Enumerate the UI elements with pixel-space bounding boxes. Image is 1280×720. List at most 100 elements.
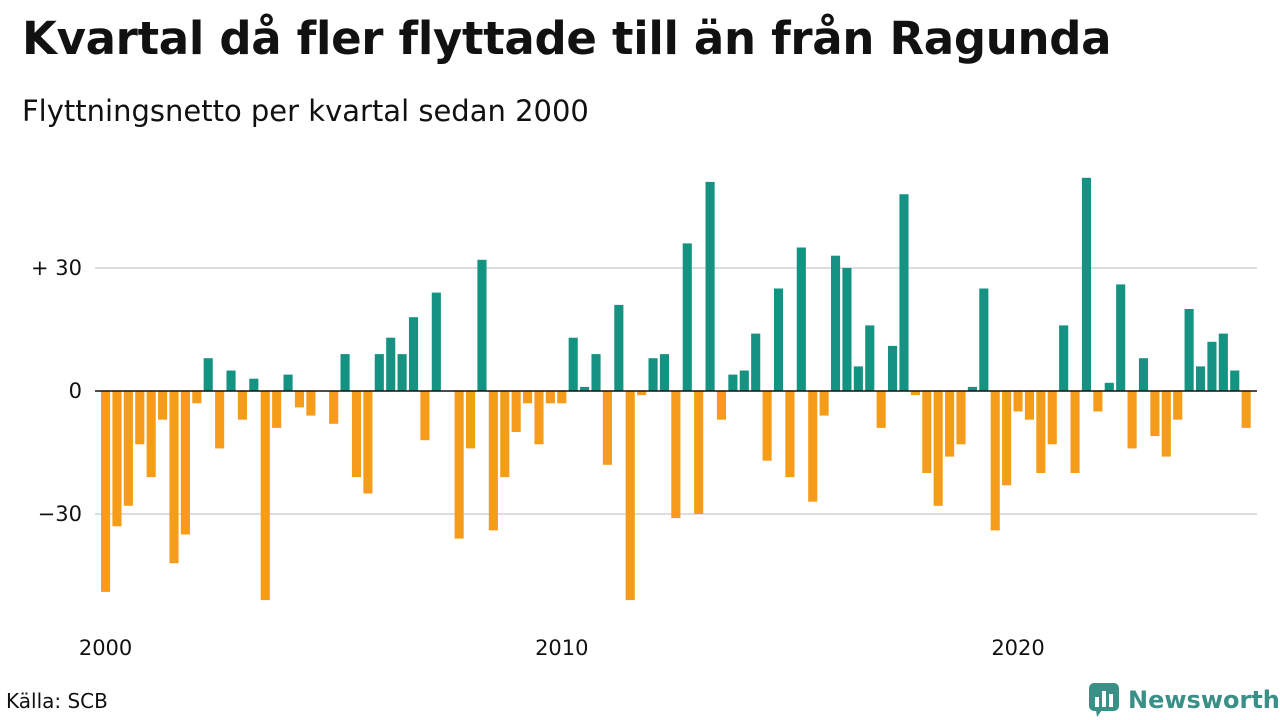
bar [260, 391, 270, 601]
chart-subtitle: Flyttningsnetto per kvartal sedan 2000 [22, 94, 589, 128]
bar [865, 325, 875, 391]
bar [1150, 391, 1160, 437]
bar [477, 259, 487, 391]
bar [226, 370, 236, 391]
bar [990, 391, 1000, 531]
bar [192, 391, 202, 404]
bar [682, 243, 692, 391]
bar [568, 337, 578, 391]
y-tick-label: 0 [69, 379, 82, 403]
bar [363, 391, 373, 494]
bar [374, 354, 384, 391]
x-tick-label: 2010 [535, 636, 588, 660]
bar-chart: + 30 0 −30 2000 2010 2020 [31, 177, 1257, 660]
bar [1070, 391, 1080, 473]
bar [967, 386, 977, 391]
chart-title: Kvartal då fler flyttade till än från Ra… [22, 12, 1112, 65]
brand-name: Newsworthy [1128, 686, 1280, 714]
bar [294, 391, 305, 408]
y-tick-label: + 30 [31, 256, 82, 280]
bar [945, 391, 955, 457]
bar [739, 370, 749, 391]
bar [922, 391, 932, 473]
bar [876, 391, 886, 428]
bars [101, 177, 1251, 601]
bar [1207, 341, 1217, 391]
bar [1241, 391, 1251, 428]
bar [1047, 391, 1057, 445]
bar [511, 391, 521, 432]
bar [956, 391, 966, 445]
bar [340, 354, 350, 391]
bar [637, 391, 647, 396]
bar [557, 391, 567, 404]
x-tick-label: 2000 [79, 636, 132, 660]
bar [1161, 391, 1171, 457]
bar [1013, 391, 1023, 412]
bar [431, 292, 441, 391]
bar [1218, 333, 1228, 391]
bar [306, 391, 316, 416]
bar [899, 194, 909, 391]
bar [101, 391, 111, 592]
bar [1081, 177, 1092, 391]
bar [1036, 391, 1046, 473]
bar [979, 288, 989, 391]
bar [1230, 370, 1240, 391]
bar [1002, 391, 1012, 486]
bar [408, 317, 419, 391]
bar [397, 354, 407, 391]
axis-labels: + 30 0 −30 2000 2010 2020 [31, 256, 1045, 660]
bar [888, 345, 898, 391]
bar [203, 358, 213, 391]
bar [705, 181, 715, 391]
bar [169, 391, 179, 564]
bar [1138, 358, 1149, 391]
bar [614, 304, 624, 391]
y-tick-label: −30 [38, 502, 82, 526]
bar [123, 391, 133, 506]
bar [842, 268, 852, 391]
bar [1093, 391, 1103, 412]
bar [283, 374, 293, 391]
bar [465, 391, 476, 449]
bar [625, 391, 635, 601]
bar [1104, 382, 1114, 391]
bar [523, 391, 533, 404]
bar [1184, 309, 1194, 391]
bar [146, 391, 156, 478]
bar [751, 333, 761, 391]
bar [1059, 325, 1069, 391]
bar [694, 391, 704, 514]
bar [602, 391, 612, 465]
bar [933, 391, 943, 506]
bar [249, 378, 259, 391]
bar [659, 354, 670, 391]
bar [420, 391, 430, 441]
bar [1127, 391, 1137, 449]
x-tick-label: 2020 [991, 636, 1044, 660]
bar [545, 391, 555, 404]
bar [386, 337, 396, 391]
bar [534, 391, 544, 445]
bar [215, 391, 225, 449]
bar [488, 391, 498, 531]
brand-logo: Newsworthy [1088, 682, 1280, 718]
bar [180, 391, 190, 535]
bar [500, 391, 510, 478]
bar [351, 391, 362, 478]
bar [762, 391, 772, 461]
bar [830, 255, 841, 391]
bar [1173, 391, 1183, 420]
bar [1024, 391, 1034, 420]
bar [853, 366, 863, 391]
bar [728, 374, 738, 391]
bar [272, 391, 282, 428]
bar [671, 391, 681, 519]
bar [1195, 366, 1206, 391]
bar [591, 354, 601, 391]
bar-chart-logo-icon [1089, 683, 1119, 717]
bar [648, 358, 658, 391]
bar [112, 391, 122, 527]
bar [808, 391, 818, 502]
